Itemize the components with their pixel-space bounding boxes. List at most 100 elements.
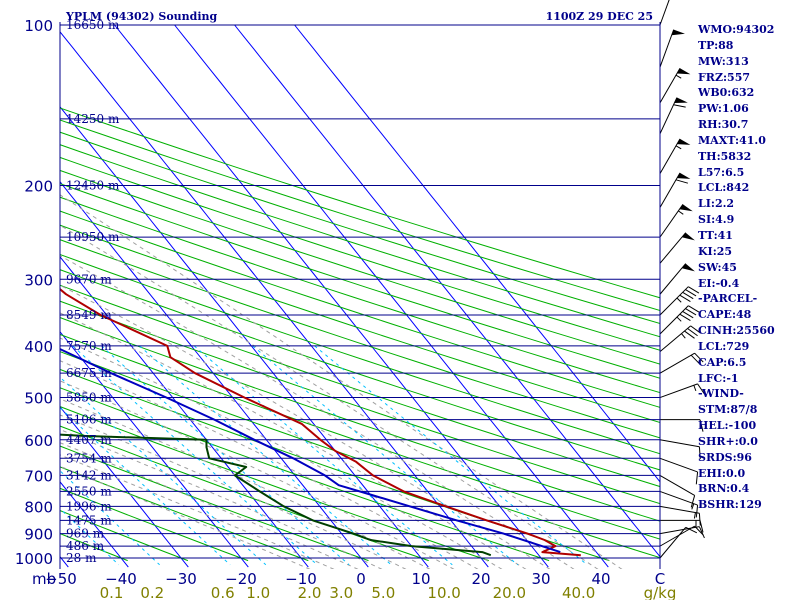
wind-barb [660, 419, 704, 432]
index-value: STM:87/8 [698, 403, 758, 417]
wind-barb [659, 525, 704, 547]
index-value: CAPE:48 [698, 308, 752, 322]
pressure-tick-label: 300 [24, 271, 53, 289]
height-label: 486 m [66, 539, 105, 553]
dry-adiabat-line [60, 119, 660, 312]
height-label: 969 m [66, 527, 105, 541]
mixing-ratio-line [60, 407, 231, 566]
temperature-tick-label: −20 [225, 570, 257, 588]
mixing-ratio-line [72, 345, 318, 566]
height-label: 1996 m [66, 499, 112, 513]
wind-barb [659, 457, 699, 485]
isotherm-line [174, 24, 609, 568]
wind-barb [659, 383, 705, 399]
dry-adiabat-line [60, 317, 660, 522]
mixing-ratio-tick-label: 3.0 [329, 584, 353, 600]
temperature-tick-label: −50 [45, 570, 77, 588]
wind-barb [659, 204, 693, 238]
temperature-tick-label: 30 [531, 570, 550, 588]
wind-barb [659, 172, 691, 208]
index-value: SI:4.9 [698, 213, 735, 227]
dry-adiabat-line [60, 210, 660, 408]
pressure-tick-label: 100 [24, 17, 53, 35]
moist-adiabat-line [60, 380, 455, 569]
height-label: 4407 m [66, 433, 112, 447]
wind-barb [659, 138, 691, 174]
moist-adiabat-line [60, 428, 383, 569]
index-value: FRZ:557 [698, 70, 751, 84]
isotherm-line [60, 180, 369, 568]
wind-barb [659, 526, 705, 539]
dry-adiabat-line [60, 368, 610, 562]
index-value: PW:1.06 [698, 102, 749, 116]
pressure-axis-label: mb [32, 570, 56, 588]
temperature-tick-label: 10 [411, 570, 430, 588]
index-value: LCL:842 [698, 181, 750, 195]
wind-barb [659, 286, 700, 316]
background-grid [60, 24, 660, 569]
station-title: YPLM (94302) Sounding [65, 10, 218, 23]
dewpoint-trace [60, 433, 492, 557]
mixing-ratio-line [101, 345, 350, 566]
moist-adiabat-line [60, 337, 503, 569]
index-value: LI:2.2 [698, 197, 735, 211]
index-value: -PARCEL- [698, 292, 758, 306]
mixing-ratio-tick-label: 40.0 [562, 584, 595, 600]
dry-adiabat-line [60, 284, 660, 488]
height-label: 2550 m [66, 484, 112, 498]
dry-adiabat-line [60, 144, 660, 338]
dry-adiabat-line [60, 445, 369, 562]
isotherm-line [114, 24, 549, 568]
mixing-ratio-tick-label: 5.0 [371, 584, 395, 600]
isotherm-line [60, 555, 69, 568]
wind-barb [659, 439, 701, 460]
mixing-ratio-tick-label: 0.6 [211, 584, 235, 600]
index-value: MAXT:41.0 [698, 133, 766, 147]
temperature-trace [60, 287, 581, 557]
isotherm-line [234, 24, 660, 558]
dry-adiabat-line [60, 239, 660, 439]
dry-adiabat-line [60, 169, 660, 365]
wind-barbs [659, 0, 705, 559]
index-value: EI:-0.4 [698, 276, 740, 290]
dry-adiabat-line [60, 196, 660, 394]
height-label: 7570 m [66, 339, 112, 353]
wind-barb [659, 0, 670, 26]
temperature-tick-label: 40 [591, 570, 610, 588]
index-value: EHI:0.0 [698, 466, 746, 480]
wind-barb [659, 97, 688, 135]
index-value: KI:25 [698, 244, 733, 258]
pressure-tick-label: 900 [24, 526, 53, 544]
dry-adiabat-line [60, 300, 660, 505]
moist-adiabat-line [60, 398, 431, 569]
mixing-ratio-tick-label: 2.0 [298, 584, 322, 600]
temperature-unit-label: C [655, 570, 665, 588]
wind-barb [659, 232, 695, 264]
isotherm-line [294, 24, 660, 483]
temperature-axis: −50 −40 −30 −20 −10 0 10 20 30 40 C 0.1 0.2 0.6 1.0 2.0… [45, 570, 676, 600]
temperature-tick-label: −30 [165, 570, 197, 588]
wind-barb [659, 505, 701, 526]
index-value: LFC:-1 [698, 371, 739, 385]
index-value: TP:88 [698, 38, 734, 52]
index-value: -WIND- [698, 387, 744, 401]
sounding-traces [60, 287, 581, 557]
moist-adiabat-line [60, 224, 599, 569]
index-value: SRDS:96 [698, 450, 752, 464]
height-labels: 16650 m 14250 m 12450 m 10950 m 9670 m 8549 m… [66, 18, 120, 565]
isobars [60, 24, 660, 559]
wind-barb [660, 519, 704, 533]
dry-adiabat-line [60, 425, 429, 562]
moist-adiabat-line [60, 414, 407, 569]
dry-adiabat-line [60, 387, 550, 562]
mixing-ratio-line [314, 345, 588, 566]
dry-adiabat-line [60, 224, 660, 424]
mixing-ratio-tick-label: 20.0 [493, 584, 526, 600]
dry-adiabat-line [60, 406, 490, 562]
moist-adiabat-line [60, 255, 575, 569]
moist-adiabat-line [60, 312, 527, 569]
pressure-tick-label: 500 [24, 390, 53, 408]
height-label: 5850 m [66, 391, 112, 405]
index-value: TH:5832 [698, 149, 752, 163]
